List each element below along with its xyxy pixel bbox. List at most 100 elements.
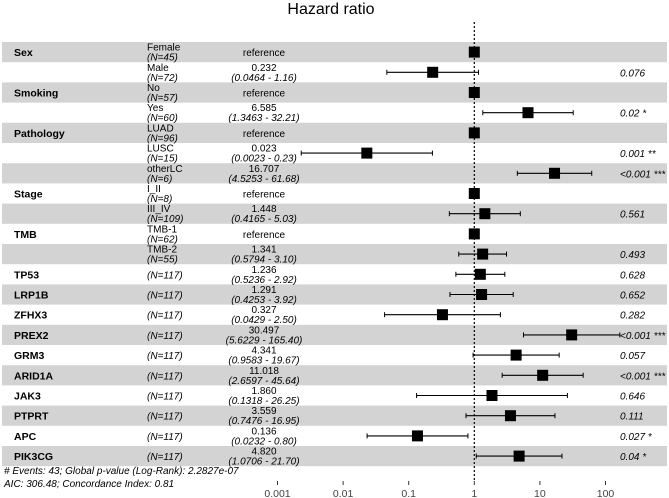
- forest-row: Stage I_II(N=8) reference: [14, 184, 480, 205]
- reference-label: reference: [243, 190, 286, 201]
- ci-text: (2.6597 - 45.64): [228, 376, 299, 387]
- footnote-aic: AIC: 306.48; Concordance Index: 0.81: [3, 479, 174, 490]
- hr-marker: [468, 87, 480, 98]
- level-label: III_IV: [147, 204, 171, 215]
- reference-label: reference: [243, 129, 286, 140]
- ci-text: (0.1318 - 26.25): [228, 396, 299, 407]
- forest-row: ZFHX3 (N=117) 0.327(0.0429 - 2.50) 0.282: [14, 305, 645, 326]
- variable-label: GRM3: [14, 350, 44, 362]
- ci-text: (0.5794 - 3.10): [231, 255, 297, 266]
- hr-marker: [427, 66, 439, 78]
- hr-marker: [566, 329, 578, 341]
- forest-row: Sex Female(N=45) reference: [14, 43, 480, 64]
- level-label: Female: [147, 43, 181, 54]
- variable-label: Sex: [14, 47, 33, 59]
- p-value: 0.057: [620, 351, 645, 362]
- row-band: [2, 446, 667, 467]
- n-label: (N=117): [147, 412, 183, 423]
- hr-value: 0.232: [251, 63, 276, 74]
- variable-label: Smoking: [14, 88, 58, 100]
- n-label: (N=62): [147, 234, 178, 245]
- p-value: 0.001 **: [620, 149, 657, 160]
- ci-text: (0.0464 - 1.16): [231, 73, 297, 84]
- forest-row: PREX2 (N=117) 30.497(5.6229 - 165.40) <0.00…: [14, 325, 666, 346]
- hr-value: 1.341: [251, 245, 276, 256]
- ci-text: (0.4253 - 3.92): [231, 295, 297, 306]
- p-value: 0.652: [620, 291, 645, 302]
- reference-label: reference: [243, 89, 286, 100]
- p-value: 0.282: [620, 311, 645, 322]
- hr-value: 16.707: [249, 164, 280, 175]
- hr-marker: [411, 430, 423, 442]
- reference-label: reference: [243, 230, 286, 241]
- hr-marker: [479, 208, 491, 220]
- p-value: 0.076: [620, 68, 645, 79]
- hr-marker: [504, 410, 516, 422]
- p-value: 0.04 *: [620, 452, 647, 463]
- hr-value: 3.559: [251, 406, 276, 417]
- level-label: TMB-2: [147, 245, 177, 256]
- variable-label: PTPRT: [14, 411, 49, 423]
- ci-text: (0.7476 - 16.95): [228, 416, 299, 427]
- ci-text: (1.3463 - 32.21): [228, 113, 299, 124]
- n-label: (N=117): [147, 331, 183, 342]
- row-band: [2, 203, 667, 224]
- n-label: (N=8): [147, 194, 172, 205]
- n-label: (N=60): [147, 113, 178, 124]
- hr-marker: [474, 268, 486, 280]
- forest-row: PIK3CG (N=117) 4.820(1.0706 - 21.70) 0.04 *: [14, 447, 647, 468]
- forest-row: Pathology LUAD(N=96) reference: [14, 123, 480, 144]
- n-label: (N=72): [147, 73, 178, 84]
- ci-text: (0.5236 - 2.92): [231, 275, 297, 286]
- n-label: (N=55): [147, 255, 178, 266]
- variable-label: APC: [14, 431, 37, 443]
- forest-row: TMB TMB-1(N=62) reference: [14, 224, 480, 245]
- variable-label: Pathology: [14, 128, 65, 140]
- x-tick-label: 1: [471, 488, 477, 498]
- p-value: 0.493: [620, 250, 645, 261]
- hr-value: 0.327: [251, 305, 276, 316]
- row-band: [2, 365, 667, 386]
- hr-value: 1.291: [251, 285, 276, 296]
- x-tick-label: 100: [597, 488, 615, 498]
- p-value: 0.628: [620, 270, 645, 281]
- x-tick-label: 0.1: [401, 488, 416, 498]
- hr-marker: [468, 127, 480, 139]
- x-axis: 0.001 0.01 0.1 1 10 100: [264, 481, 614, 498]
- reference-label: reference: [243, 48, 286, 59]
- variable-label: TP53: [14, 269, 39, 281]
- hr-marker: [522, 107, 534, 119]
- p-value: 0.646: [620, 392, 645, 403]
- row-band: [2, 244, 667, 265]
- ci-text: (1.0706 - 21.70): [228, 457, 299, 468]
- variable-label: Stage: [14, 189, 43, 201]
- n-label: (N=15): [147, 154, 178, 165]
- p-value: <0.001 ***: [620, 169, 666, 180]
- forest-row: otherLC(N=6) 16.707(4.5253 - 61.68) <0.001…: [147, 164, 666, 185]
- hr-marker: [510, 349, 522, 361]
- hr-marker: [468, 46, 480, 58]
- chart-title: Hazard ratio: [287, 1, 374, 18]
- level-label: Male: [147, 63, 169, 74]
- forest-row: LUSC(N=15) 0.023(0.0023 - 0.23) 0.001 **: [147, 144, 657, 165]
- row-band: [2, 324, 667, 345]
- ci-text: (5.6229 - 165.40): [226, 335, 303, 346]
- n-label: (N=117): [147, 311, 183, 322]
- n-label: (N=117): [147, 270, 183, 281]
- level-label: TMB-1: [147, 224, 177, 235]
- forest-row: LRP1B (N=117) 1.291(0.4253 - 3.92) 0.652: [14, 285, 645, 306]
- hr-value: 1.236: [251, 265, 276, 276]
- row-bands: [2, 42, 667, 467]
- hr-marker: [436, 309, 448, 321]
- row-band: [2, 284, 667, 305]
- hr-marker: [468, 228, 480, 240]
- n-label: (N=117): [147, 371, 183, 382]
- p-value: <0.001 ***: [620, 331, 666, 342]
- row-band: [2, 82, 667, 103]
- n-label: (N=45): [147, 53, 178, 64]
- ci-text: (0.9583 - 19.67): [228, 356, 299, 367]
- forest-row: Male(N=72) 0.232(0.0464 - 1.16) 0.076: [147, 63, 645, 84]
- hr-value: 6.585: [251, 103, 276, 114]
- n-label: (N=117): [147, 291, 183, 302]
